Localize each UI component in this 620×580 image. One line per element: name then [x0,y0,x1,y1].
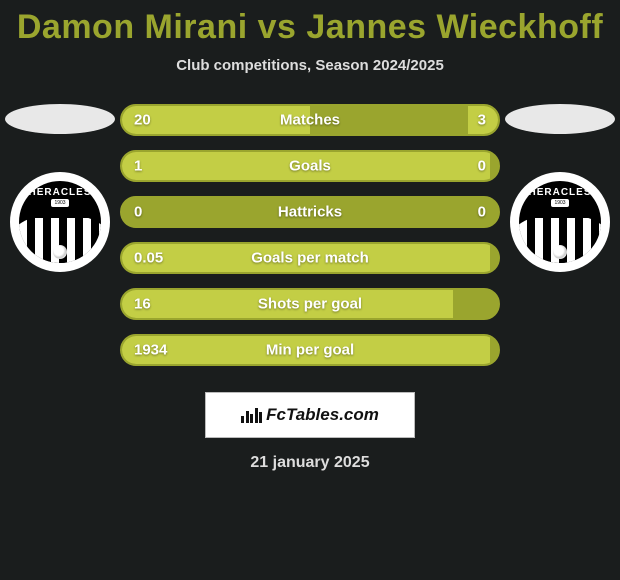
stat-value-right: 0 [478,204,486,221]
stat-row: 0 0 Hattricks [120,196,500,228]
player-left-area: HERACLES 1903 [0,104,120,272]
stat-row: 20 3 Matches [120,104,500,136]
brand-text: FcTables.com [266,405,379,425]
brand-logo: FcTables.com [241,405,379,425]
brand-badge[interactable]: FcTables.com [205,392,415,438]
stat-value-right: 0 [478,158,486,175]
stat-label: Goals [289,158,331,175]
stat-label: Min per goal [266,342,354,359]
stat-label: Matches [280,112,340,129]
club-badge-left: HERACLES 1903 [10,172,110,272]
comparison-area: HERACLES 1903 HERACLES 1903 20 3 Matches 1 0… [0,104,620,366]
stat-value-right: 3 [478,112,486,129]
club-year-left: 1903 [51,199,68,207]
club-name-left: HERACLES [28,187,91,198]
stat-value-left: 0.05 [134,250,163,267]
stat-row: 1934 Min per goal [120,334,500,366]
player-right-area: HERACLES 1903 [500,104,620,272]
stat-value-left: 1 [134,158,142,175]
club-badge-right: HERACLES 1903 [510,172,610,272]
stat-value-left: 1934 [134,342,167,359]
club-name-right: HERACLES [528,187,591,198]
flag-right [505,104,615,134]
stat-label: Shots per goal [258,296,362,313]
stat-row: 1 0 Goals [120,150,500,182]
chart-icon [241,408,262,423]
stat-row: 16 Shots per goal [120,288,500,320]
stat-label: Goals per match [251,250,369,267]
page-title: Damon Mirani vs Jannes Wieckhoff [0,0,620,47]
stat-value-left: 16 [134,296,151,313]
date-text: 21 january 2025 [0,454,620,472]
stat-value-left: 0 [134,204,142,221]
club-year-right: 1903 [551,199,568,207]
stat-label: Hattricks [278,204,342,221]
stat-bars: 20 3 Matches 1 0 Goals 0 0 Hattricks 0.05 Goals pe… [120,104,500,366]
stat-row: 0.05 Goals per match [120,242,500,274]
stat-value-left: 20 [134,112,151,129]
flag-left [5,104,115,134]
subtitle: Club competitions, Season 2024/2025 [0,57,620,74]
